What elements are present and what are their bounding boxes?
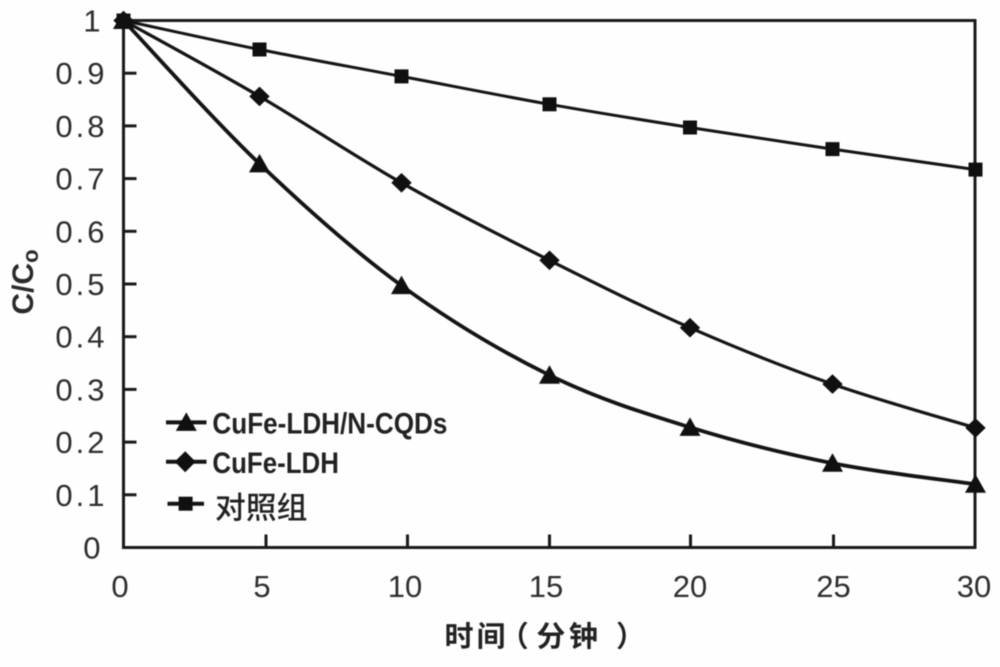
svg-text:0.2: 0.2 bbox=[55, 425, 107, 460]
svg-text:0.6: 0.6 bbox=[55, 214, 107, 249]
svg-text:CuFe-LDH/N-CQDs: CuFe-LDH/N-CQDs bbox=[212, 408, 447, 441]
svg-text:0: 0 bbox=[83, 531, 103, 566]
svg-text:CuFe-LDH: CuFe-LDH bbox=[212, 447, 339, 480]
svg-text:0.5: 0.5 bbox=[55, 267, 107, 302]
svg-text:15: 15 bbox=[529, 569, 563, 604]
svg-text:0.7: 0.7 bbox=[55, 162, 107, 197]
svg-text:1: 1 bbox=[83, 4, 103, 39]
svg-text:0.1: 0.1 bbox=[55, 478, 107, 513]
svg-text:0.4: 0.4 bbox=[55, 320, 107, 355]
svg-text:0.8: 0.8 bbox=[55, 109, 107, 144]
svg-text:25: 25 bbox=[816, 569, 850, 604]
svg-text:0: 0 bbox=[111, 569, 128, 604]
svg-text:0.9: 0.9 bbox=[55, 56, 107, 91]
svg-text:10: 10 bbox=[388, 569, 422, 604]
svg-text:5: 5 bbox=[253, 569, 270, 604]
svg-text:20: 20 bbox=[673, 569, 707, 604]
svg-text:30: 30 bbox=[957, 569, 991, 604]
svg-text:0.3: 0.3 bbox=[55, 372, 107, 407]
